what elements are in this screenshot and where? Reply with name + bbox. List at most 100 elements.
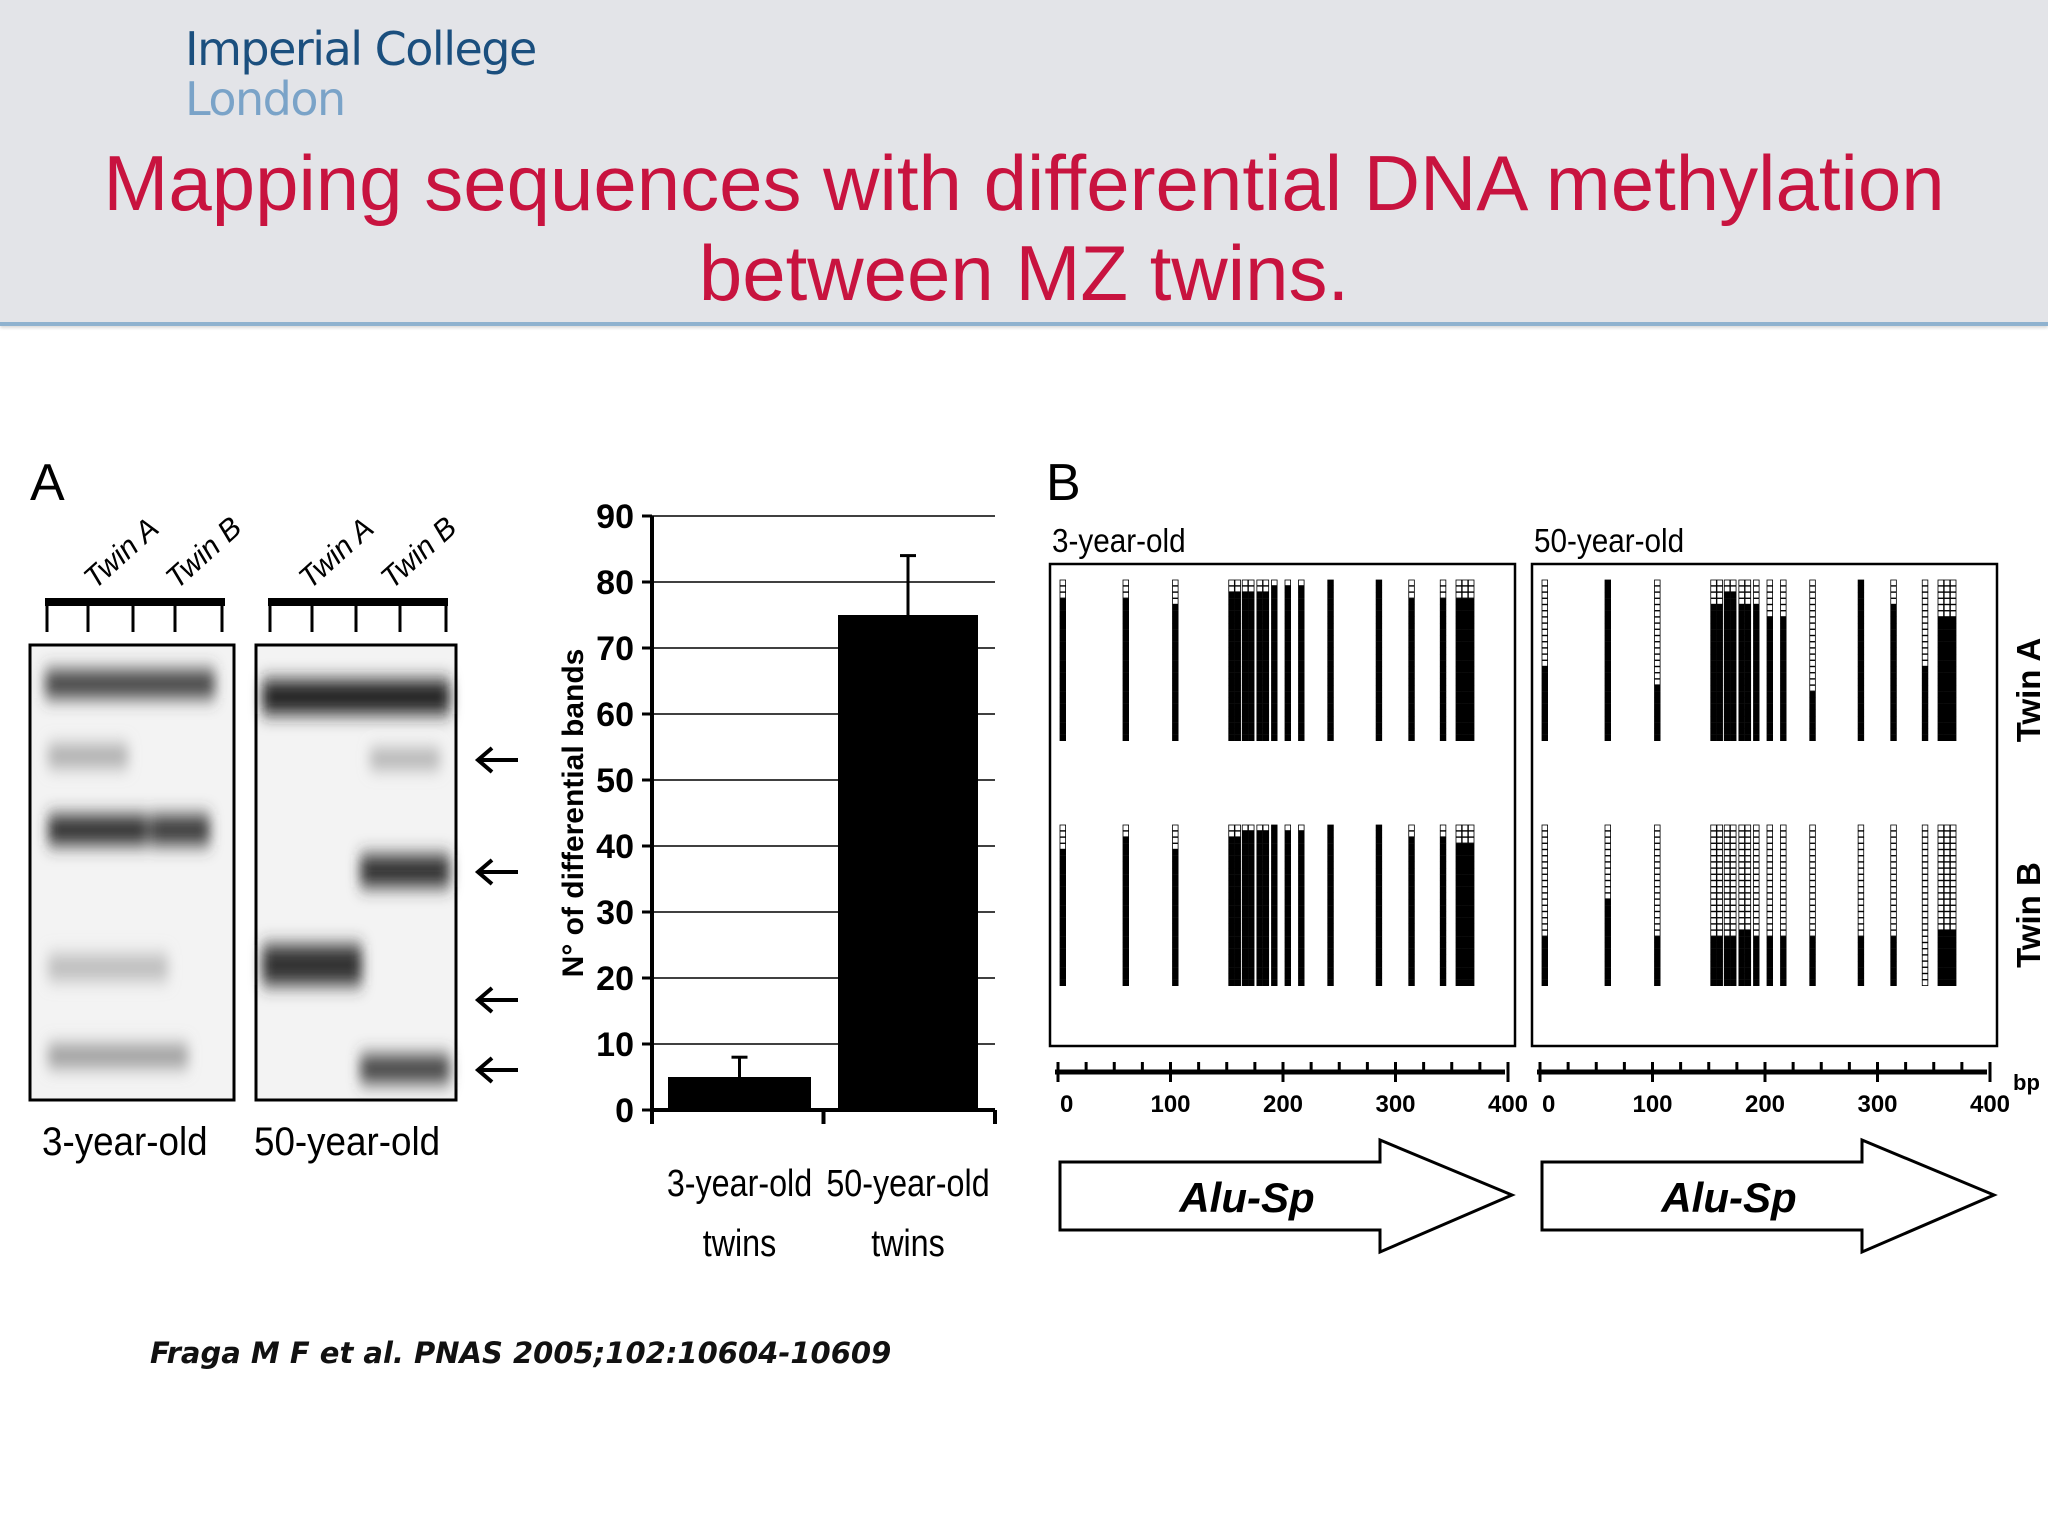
chart-bars: [668, 615, 978, 1110]
methylation-column: [1408, 579, 1415, 741]
bp-tick-label: 0: [1060, 1091, 1073, 1118]
gel-3-year-old: Twin A Twin B 3-year-old: [28, 511, 249, 1165]
methylation-column: [1937, 579, 1957, 741]
methylation-column: [1766, 824, 1773, 986]
methylation-column: [1604, 579, 1611, 741]
arrow-icon: [474, 986, 518, 1014]
bp-tick-label: 100: [1150, 1091, 1190, 1118]
chart-y-tick-label: 50: [596, 762, 634, 800]
arrow-icon: [474, 746, 518, 774]
bp-tick-label: 300: [1857, 1091, 1897, 1118]
chart-y-tick-label: 90: [596, 498, 634, 536]
methylation-column: [1327, 824, 1334, 986]
gel1-age-label: 3-year-old: [42, 1120, 208, 1165]
imperial-college-logo: Imperial College London: [185, 22, 537, 126]
logo-line-2: London: [185, 72, 346, 126]
methylation-column: [1172, 579, 1179, 741]
chart-x-tick-label: 50-year-old: [826, 1163, 989, 1205]
methylation-column: [1890, 824, 1897, 986]
gel2-age-label: 50-year-old: [254, 1120, 440, 1165]
methylation-column: [1921, 579, 1929, 741]
methylation-column: [1271, 824, 1278, 986]
bp-tick-label: 0: [1542, 1091, 1555, 1118]
chart-x-tick-label: twins: [703, 1223, 777, 1265]
gel2-lane-label-twin-a: Twin A: [293, 512, 381, 596]
bp-axis-3-year-old: 0 100 200 300 400: [1055, 1062, 1528, 1118]
gel2-bands: [262, 680, 450, 1083]
methylation-column: [1654, 824, 1661, 986]
arrow-icon: [474, 858, 518, 886]
alu-sp-arrow-3-year-old: Alu-Sp: [1058, 1137, 1516, 1255]
panel-a-letter: A: [30, 454, 65, 512]
band-arrows: [474, 746, 518, 1084]
chart-y-tick-label: 20: [596, 960, 634, 998]
methylation-column: [1723, 579, 1737, 741]
bp-tick-label: 200: [1263, 1091, 1303, 1118]
methylation-column: [1439, 579, 1447, 741]
methylation-column: [1408, 824, 1415, 986]
methylation-column: [1857, 579, 1865, 741]
chart-y-ticks: 0 10 20 30 40 50 60 70 80 90: [596, 498, 652, 1130]
bp-tick-label: 200: [1745, 1091, 1785, 1118]
methylation-column: [1228, 579, 1241, 741]
gel-50-year-old: Twin A Twin B 50-year-old: [254, 511, 463, 1165]
citation: Fraga M F et al. PNAS 2005;102:10604-106…: [150, 1336, 892, 1370]
methylation-column: [1256, 824, 1270, 986]
methylation-column: [1327, 579, 1334, 741]
chart-x-tick-label: twins: [871, 1223, 945, 1265]
methylation-column: [1122, 579, 1129, 741]
gel2-lane-label-twin-b: Twin B: [375, 511, 464, 595]
chart-y-tick-label: 70: [596, 630, 634, 668]
panel-a: A Twin A Twin B 3-year-old Twin: [28, 454, 518, 1165]
title-line-2: between MZ twins.: [698, 229, 1350, 317]
gel1-lane-bar: [45, 598, 225, 606]
methylation-column: [1228, 824, 1241, 986]
methylation-columns: [1059, 579, 1957, 986]
chart-y-tick-label: 60: [596, 696, 634, 734]
methylation-column: [1710, 824, 1723, 986]
methylation-column: [1284, 579, 1291, 741]
methylation-column: [1375, 579, 1383, 741]
slide-header: Imperial College London Mapping sequence…: [0, 0, 2048, 326]
chart-bar: [838, 615, 978, 1110]
chart-y-tick-label: 40: [596, 828, 634, 866]
methylation-column: [1710, 579, 1723, 741]
methylation-column: [1271, 579, 1278, 741]
methylation-column: [1172, 824, 1179, 986]
row-label-twin-a: Twin A: [2010, 638, 2047, 742]
chart-y-tick-label: 80: [596, 564, 634, 602]
bp-tick-label: 100: [1632, 1091, 1672, 1118]
methylation-column: [1298, 824, 1305, 986]
panel-b-group-3-year-old: 3-year-old: [1052, 523, 1186, 560]
chart-y-axis-label: N° of differential bands: [557, 649, 590, 978]
panel-b-group-50-year-old: 50-year-old: [1534, 523, 1684, 560]
bp-tick-label: 300: [1375, 1091, 1415, 1118]
chart-y-tick-label: 10: [596, 1026, 634, 1064]
methylation-column: [1059, 824, 1066, 986]
bp-unit-label: bp: [2013, 1070, 2040, 1095]
chart-x-labels: 3-year-old twins 50-year-old twins: [650, 1110, 997, 1265]
row-label-twin-b: Twin B: [2010, 862, 2047, 968]
alu-sp-label: Alu-Sp: [1178, 1174, 1314, 1221]
methylation-column: [1753, 824, 1760, 986]
methylation-column: [1921, 824, 1929, 986]
methylation-column: [1284, 824, 1291, 986]
methylation-column: [1857, 824, 1865, 986]
methylation-column: [1604, 824, 1611, 986]
arrow-icon: [474, 1056, 518, 1084]
methylation-column: [1937, 824, 1957, 986]
methylation-column: [1753, 579, 1760, 741]
methylation-column: [1375, 824, 1383, 986]
methylation-column: [1738, 824, 1752, 986]
title-line-1: Mapping sequences with differential DNA …: [103, 139, 1945, 227]
differential-bands-chart: 0 10 20 30 40 50 60 70 80 90 3-year-old twins 50-ye…: [557, 498, 997, 1265]
slide-title: Mapping sequences with differential DNA …: [0, 138, 2048, 318]
logo-line-1: Imperial College: [185, 22, 537, 76]
methylation-column: [1241, 824, 1255, 986]
gel1-lane-label-twin-b: Twin B: [160, 511, 249, 595]
panel-b-letter: B: [1046, 454, 1081, 512]
methylation-column: [1809, 824, 1816, 986]
gel1-lane-label-twin-a: Twin A: [78, 512, 166, 596]
chart-error-bars: [731, 554, 916, 1077]
